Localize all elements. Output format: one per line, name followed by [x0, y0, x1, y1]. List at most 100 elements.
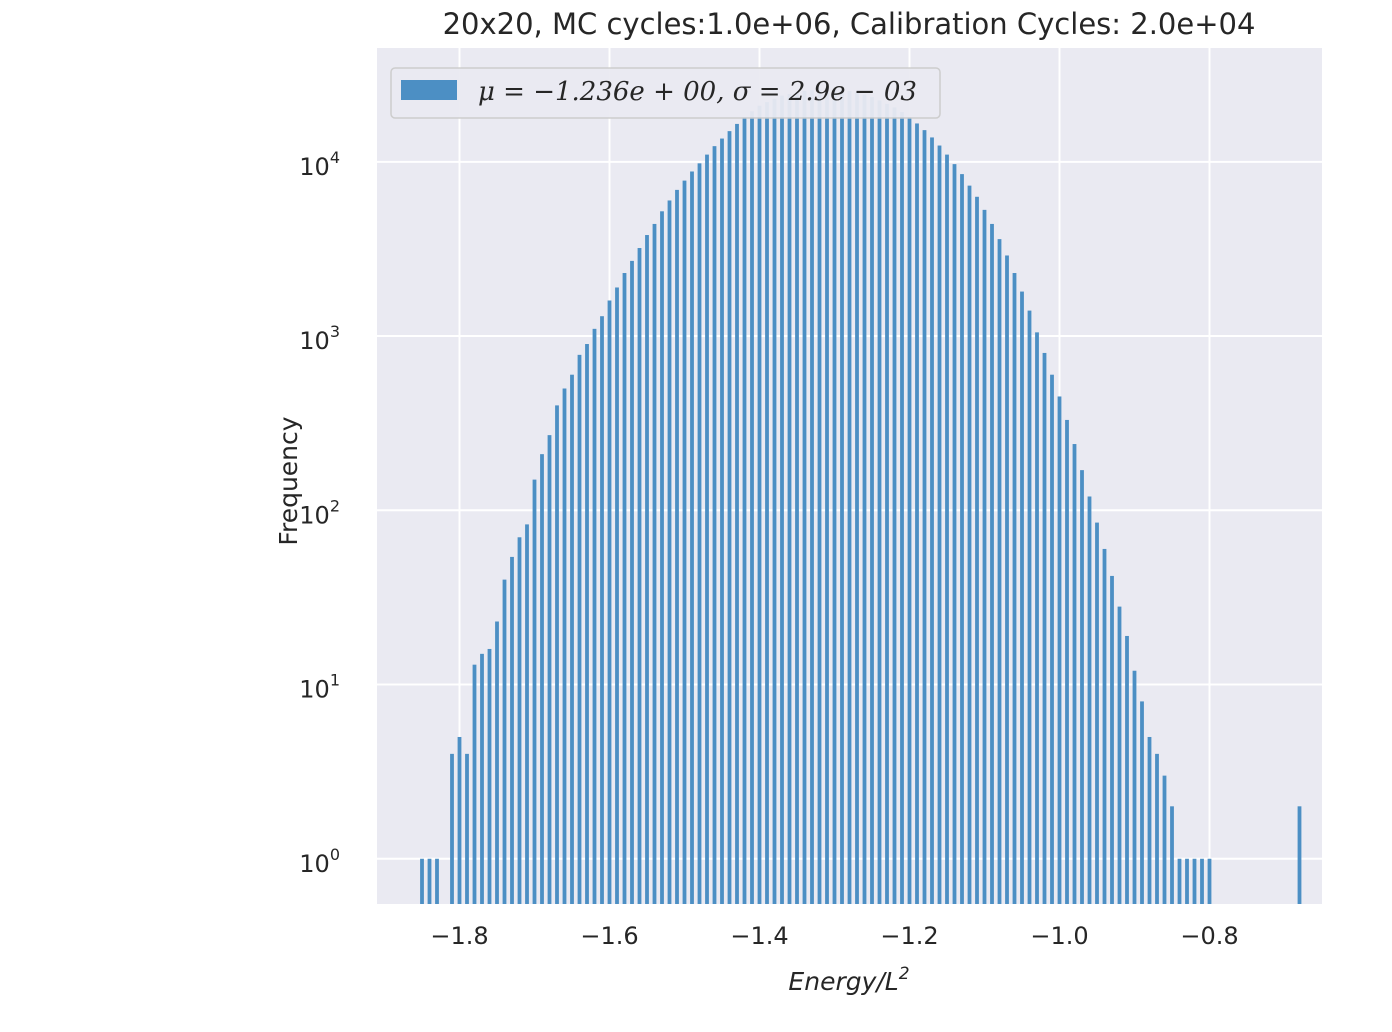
histogram-bar [457, 736, 462, 904]
x-tick-label: −0.8 [1180, 922, 1238, 950]
y-tick-label: 103 [299, 322, 340, 355]
histogram-bar [877, 100, 882, 904]
histogram-bar [450, 753, 454, 904]
histogram-bar [427, 858, 432, 904]
histogram-bar [585, 344, 589, 904]
y-tick-labels: 100 101 102 103 104 [299, 148, 340, 878]
histogram-bar [697, 163, 702, 905]
histogram-bar [982, 209, 987, 905]
histogram-bar [825, 88, 829, 905]
histogram-bar [1012, 273, 1017, 904]
histogram-bar [1042, 352, 1047, 904]
histogram-bar [510, 556, 514, 904]
x-axis-label: Energy/L2 [788, 964, 909, 996]
histogram-bar [705, 154, 709, 905]
histogram-bar [1065, 419, 1069, 904]
histogram-bar [1110, 575, 1114, 904]
histogram-bar [967, 185, 972, 904]
histogram-bar [1155, 753, 1159, 904]
histogram-bar [1027, 310, 1032, 905]
x-axis-label-main: Energy/L [788, 967, 898, 996]
histogram-bar [562, 388, 567, 904]
histogram-bar [1005, 255, 1009, 905]
histogram-bar [645, 235, 649, 904]
histogram-bar [817, 89, 822, 904]
histogram-bar [937, 145, 942, 905]
histogram-bar [660, 211, 664, 905]
histogram-bar [630, 260, 634, 904]
x-tick-label: −1.0 [1030, 922, 1088, 950]
histogram-bar [787, 94, 792, 904]
legend-swatch [401, 80, 457, 100]
y-tick-label: 100 [299, 845, 340, 878]
histogram-bar [502, 579, 507, 904]
histogram-bar [780, 95, 784, 904]
histogram-bar [1020, 291, 1024, 904]
histogram-bar [952, 164, 957, 904]
histogram-bar [720, 138, 724, 905]
histogram-bar [712, 146, 717, 904]
histogram-bar [555, 405, 559, 904]
histogram-bar [1162, 775, 1167, 904]
histogram-bar [525, 524, 529, 904]
histogram-bar [1080, 470, 1084, 904]
histogram-bar [592, 328, 597, 905]
histogram-bar [480, 653, 484, 904]
histogram-bar [750, 111, 754, 904]
histogram-bar [622, 273, 627, 904]
histogram-bar [487, 648, 492, 904]
histogram-bar [922, 130, 927, 904]
histogram-bar [1200, 858, 1204, 904]
histogram-bar [532, 479, 537, 904]
histogram-bar [667, 200, 672, 905]
histogram-bar [1192, 858, 1197, 904]
histogram-bar [1072, 444, 1077, 904]
histogram-bar [600, 316, 604, 904]
y-tick-label: 102 [299, 496, 340, 529]
histogram-bar [997, 239, 1002, 904]
x-tick-label: −1.8 [430, 922, 488, 950]
histogram-bar [795, 92, 799, 905]
histogram-bar [1050, 374, 1054, 904]
histogram-bar [1035, 332, 1039, 904]
histogram-bar [1125, 635, 1129, 904]
histogram-bar [1207, 858, 1212, 904]
histogram-bar [1147, 736, 1152, 904]
x-tick-label: −1.4 [730, 922, 788, 950]
histogram-bar [682, 180, 687, 905]
histogram-bar [840, 90, 844, 905]
legend-label: μ = −1.236e + 00, σ = 2.9e − 03 [478, 77, 917, 107]
histogram-bar [1057, 396, 1062, 904]
histogram-bar [930, 137, 934, 904]
histogram-bar [1087, 496, 1092, 904]
histogram-bar [690, 171, 694, 905]
histogram-bar [945, 154, 949, 905]
histogram-bar [727, 131, 732, 904]
histogram-bar [772, 98, 777, 905]
histogram-bar [1095, 522, 1099, 904]
chart-title: 20x20, MC cycles:1.0e+06, Calibration Cy… [443, 7, 1256, 41]
histogram-bar [540, 454, 544, 904]
legend-box [390, 67, 941, 119]
histogram-bar [802, 90, 807, 905]
x-tick-labels: −1.8 −1.6 −1.4 −1.2 −1.0 −0.8 [430, 922, 1238, 950]
x-axis-label-exponent: 2 [899, 964, 910, 984]
histogram-bar [472, 664, 477, 904]
histogram-bar [1140, 701, 1144, 904]
histogram-bar [1102, 548, 1107, 904]
histogram-bar [1170, 806, 1174, 904]
histogram-bar [892, 107, 897, 905]
histogram-bar [810, 90, 814, 905]
histogram-bar [847, 90, 852, 905]
histogram-bar [517, 537, 522, 904]
histogram-bar [735, 123, 739, 905]
histogram-bar [652, 223, 657, 904]
histogram-bar [1297, 806, 1302, 904]
histogram-bar [607, 300, 612, 904]
histogram-bar [915, 123, 919, 904]
histogram-bar [615, 287, 619, 905]
histogram-bar [900, 112, 904, 904]
histogram-bar [832, 89, 837, 904]
histogram-bar [495, 621, 499, 904]
